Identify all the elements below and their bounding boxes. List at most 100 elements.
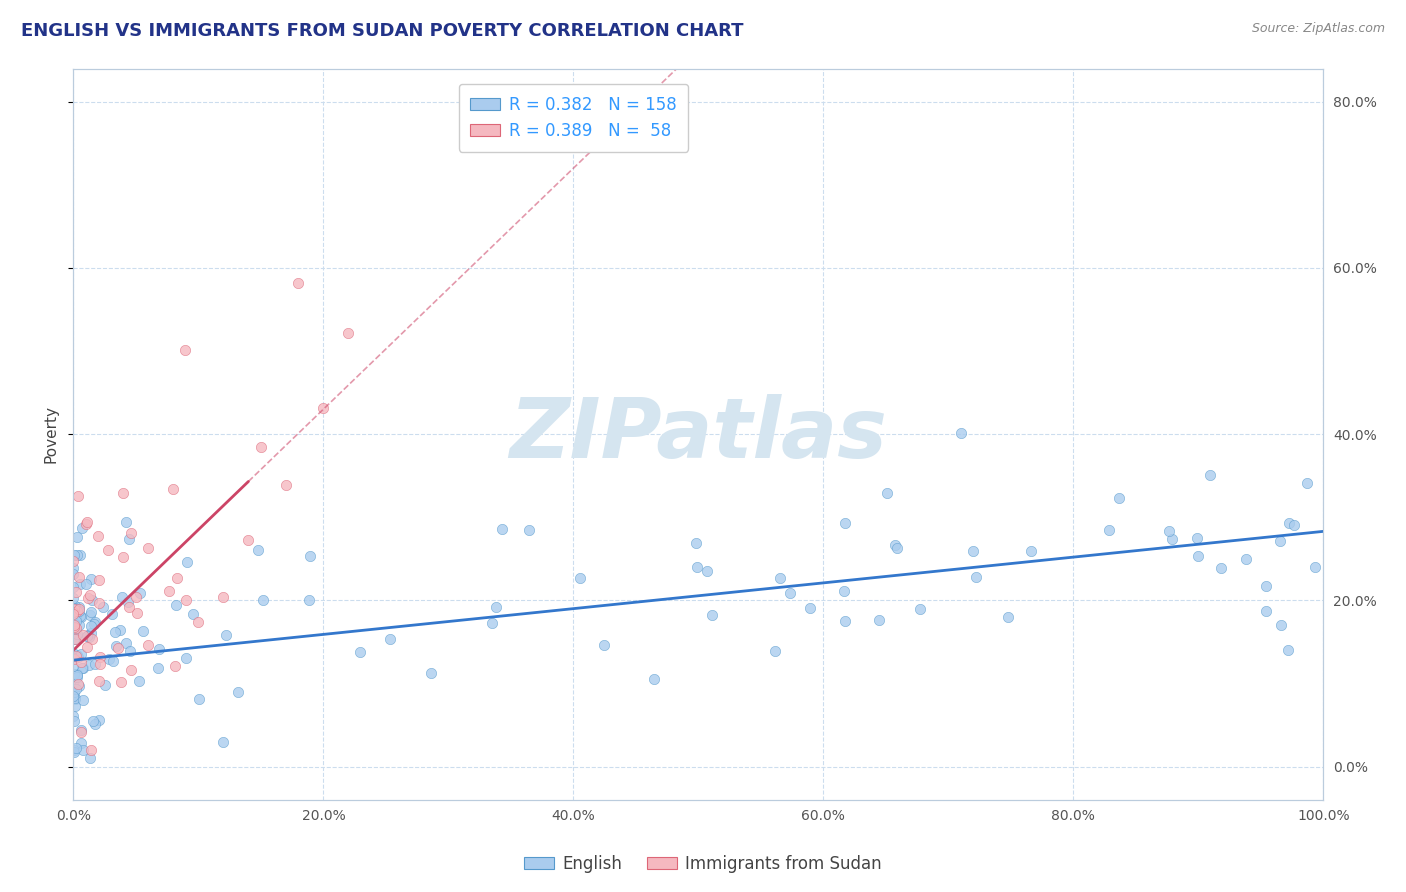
Point bbox=[67, 679, 90, 693]
Point bbox=[115, 516, 138, 530]
Point bbox=[63, 714, 86, 728]
Point bbox=[65, 667, 87, 681]
Point bbox=[166, 571, 188, 585]
Point bbox=[299, 549, 322, 564]
Point bbox=[120, 663, 142, 677]
Point bbox=[174, 343, 197, 357]
Point bbox=[212, 590, 235, 604]
Point bbox=[763, 644, 786, 658]
Point bbox=[165, 659, 187, 673]
Point bbox=[799, 601, 821, 615]
Point bbox=[485, 600, 508, 615]
Point bbox=[1254, 579, 1277, 593]
Point bbox=[1303, 560, 1326, 574]
Point bbox=[1108, 491, 1130, 506]
Point bbox=[79, 751, 101, 765]
Point bbox=[212, 734, 235, 748]
Point bbox=[104, 639, 127, 653]
Point bbox=[62, 625, 84, 640]
Point bbox=[148, 642, 170, 657]
Point bbox=[70, 521, 93, 535]
Point bbox=[685, 536, 707, 550]
Point bbox=[1187, 549, 1209, 564]
Point bbox=[349, 645, 371, 659]
Point bbox=[1256, 604, 1278, 618]
Point bbox=[148, 661, 170, 675]
Point bbox=[62, 659, 84, 673]
Point bbox=[65, 614, 87, 628]
Point bbox=[884, 538, 907, 552]
Point bbox=[1278, 516, 1301, 530]
Point bbox=[77, 630, 100, 644]
Point bbox=[63, 692, 86, 706]
Point bbox=[63, 745, 86, 759]
Point bbox=[66, 489, 89, 503]
Point bbox=[79, 607, 101, 622]
Point bbox=[89, 657, 111, 671]
Point bbox=[274, 478, 297, 492]
Point bbox=[97, 542, 120, 557]
Point bbox=[287, 276, 309, 290]
Point bbox=[97, 652, 120, 666]
Point bbox=[157, 583, 180, 598]
Point bbox=[1098, 523, 1121, 537]
Point bbox=[72, 660, 94, 674]
Point bbox=[89, 597, 111, 611]
Point bbox=[111, 550, 134, 565]
Point bbox=[65, 649, 87, 664]
Point bbox=[63, 599, 86, 613]
Point bbox=[127, 606, 149, 620]
Point bbox=[481, 615, 503, 630]
Point bbox=[165, 599, 187, 613]
Point bbox=[101, 607, 124, 621]
Point bbox=[1159, 524, 1181, 538]
Point bbox=[79, 618, 101, 632]
Point bbox=[1270, 618, 1292, 632]
Point bbox=[63, 548, 86, 562]
Point bbox=[112, 486, 135, 500]
Y-axis label: Poverty: Poverty bbox=[44, 405, 58, 463]
Point bbox=[69, 610, 91, 624]
Point bbox=[593, 639, 616, 653]
Point bbox=[63, 651, 86, 665]
Point bbox=[868, 613, 890, 627]
Point bbox=[65, 698, 87, 713]
Point bbox=[65, 681, 87, 696]
Point bbox=[65, 584, 87, 599]
Point bbox=[63, 627, 86, 641]
Point bbox=[75, 516, 97, 531]
Point bbox=[997, 610, 1019, 624]
Point bbox=[876, 485, 898, 500]
Point bbox=[117, 595, 139, 609]
Point bbox=[118, 644, 141, 658]
Point bbox=[63, 620, 86, 634]
Point bbox=[962, 544, 984, 558]
Point bbox=[252, 593, 274, 607]
Point bbox=[62, 602, 84, 616]
Point bbox=[76, 515, 98, 529]
Point bbox=[63, 601, 86, 615]
Point bbox=[72, 693, 94, 707]
Point bbox=[118, 532, 141, 546]
Point bbox=[107, 641, 129, 656]
Point bbox=[120, 525, 142, 540]
Point bbox=[65, 690, 87, 705]
Point bbox=[832, 583, 855, 598]
Point bbox=[214, 628, 236, 642]
Point bbox=[69, 736, 91, 750]
Point bbox=[1161, 533, 1184, 547]
Point bbox=[65, 629, 87, 643]
Point bbox=[76, 629, 98, 643]
Point bbox=[1282, 517, 1305, 532]
Text: ZIPatlas: ZIPatlas bbox=[509, 393, 887, 475]
Point bbox=[110, 590, 132, 604]
Point bbox=[67, 617, 90, 632]
Point bbox=[69, 577, 91, 591]
Point bbox=[66, 667, 89, 681]
Point bbox=[886, 541, 908, 555]
Point bbox=[136, 541, 159, 556]
Point bbox=[79, 605, 101, 619]
Point bbox=[62, 566, 84, 581]
Point bbox=[62, 580, 84, 594]
Point bbox=[696, 564, 718, 578]
